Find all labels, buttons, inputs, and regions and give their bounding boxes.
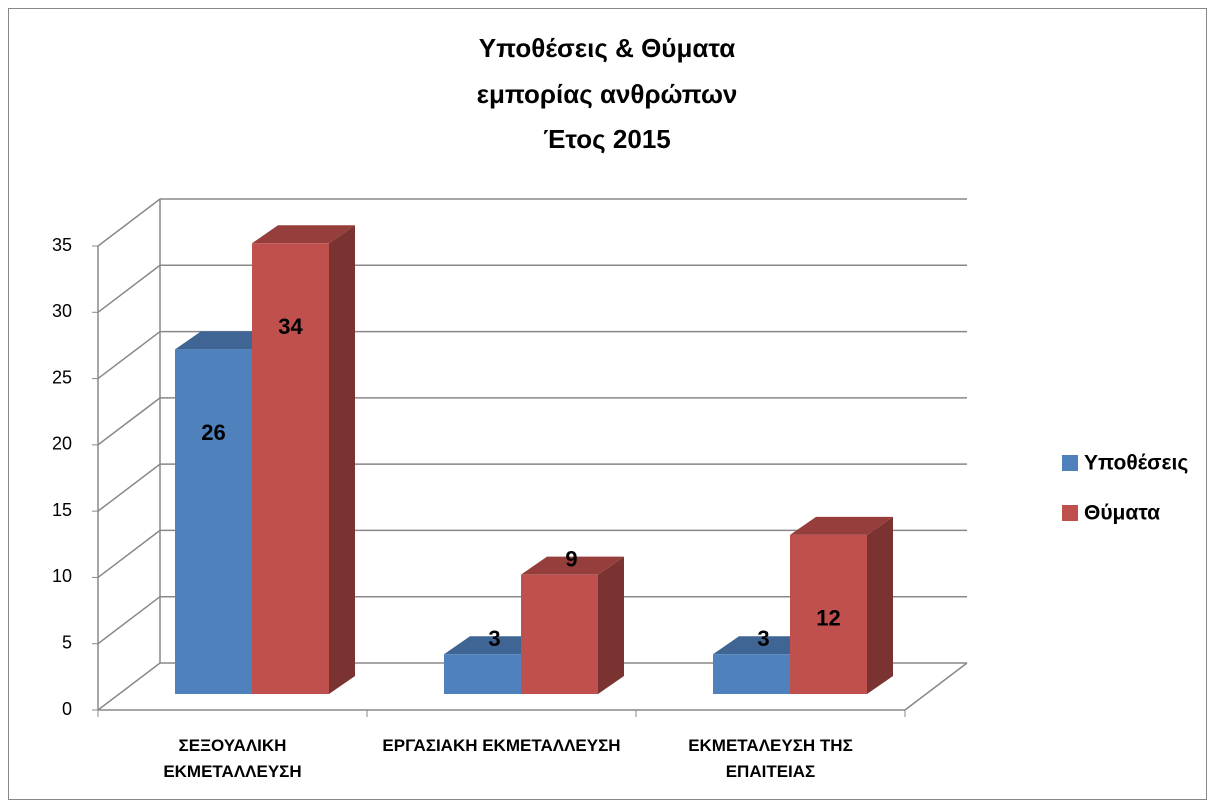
- bar: [790, 534, 867, 694]
- y-tick-label: 20: [52, 434, 72, 454]
- chart-title: Έτος 2015: [543, 124, 671, 154]
- floor-edge: [904, 662, 968, 711]
- grid-line: [97, 529, 967, 579]
- bar-top: [252, 225, 355, 244]
- grid-line: [97, 595, 967, 645]
- y-tick-label: 5: [62, 632, 72, 652]
- legend-label: Θύματα: [1084, 502, 1160, 525]
- chart-title: εμπορίας ανθρώπων: [477, 79, 738, 109]
- bar: [713, 654, 790, 694]
- legend-swatch: [1062, 505, 1078, 521]
- legend-swatch: [1062, 455, 1078, 471]
- bar-top: [790, 516, 893, 535]
- y-tick-label: 25: [52, 367, 72, 387]
- bar-side: [867, 516, 893, 694]
- x-tick-label: ΕΚΜΕΤΑΛΕΥΣΗ ΤΗΣ ΕΠΑΙΤΕΙΑΣ: [688, 736, 853, 781]
- data-label: 3: [757, 626, 769, 651]
- y-tick-label: 15: [52, 500, 72, 520]
- x-tick-label: ΕΡΓΑΣΙΑΚΗ ΕΚΜΕΤΑΛΛΕΥΣΗ: [382, 736, 621, 755]
- y-tick-label: 10: [52, 566, 72, 586]
- grid-line: [97, 264, 967, 313]
- bar: [175, 349, 252, 694]
- x-tick-label: ΣΕΞΟΥΑΛΙΚΗ ΕΚΜΕΤΑΛΛΕΥΣΗ: [163, 736, 302, 781]
- grid-line: [97, 397, 967, 446]
- grid-line: [97, 330, 967, 380]
- bar-side: [598, 556, 624, 694]
- y-tick-label: 0: [62, 699, 72, 719]
- data-label: 3: [488, 626, 500, 651]
- y-tick-label: 35: [52, 235, 72, 255]
- chart-title: Υποθέσεις & Θύματα: [479, 33, 735, 63]
- y-tick-label: 30: [52, 301, 72, 321]
- data-label: 9: [565, 546, 577, 571]
- data-label: 12: [816, 606, 840, 631]
- grid-line: [97, 198, 967, 247]
- grid-line: [97, 463, 967, 512]
- data-label: 34: [278, 314, 303, 339]
- grid-line: [97, 662, 967, 711]
- bar: [521, 574, 598, 694]
- bar: [444, 654, 521, 694]
- bar: [252, 243, 329, 694]
- legend-label: Υποθέσεις: [1084, 452, 1188, 475]
- data-label: 26: [201, 420, 225, 445]
- bar-side: [329, 225, 355, 694]
- bar-top: [521, 556, 624, 575]
